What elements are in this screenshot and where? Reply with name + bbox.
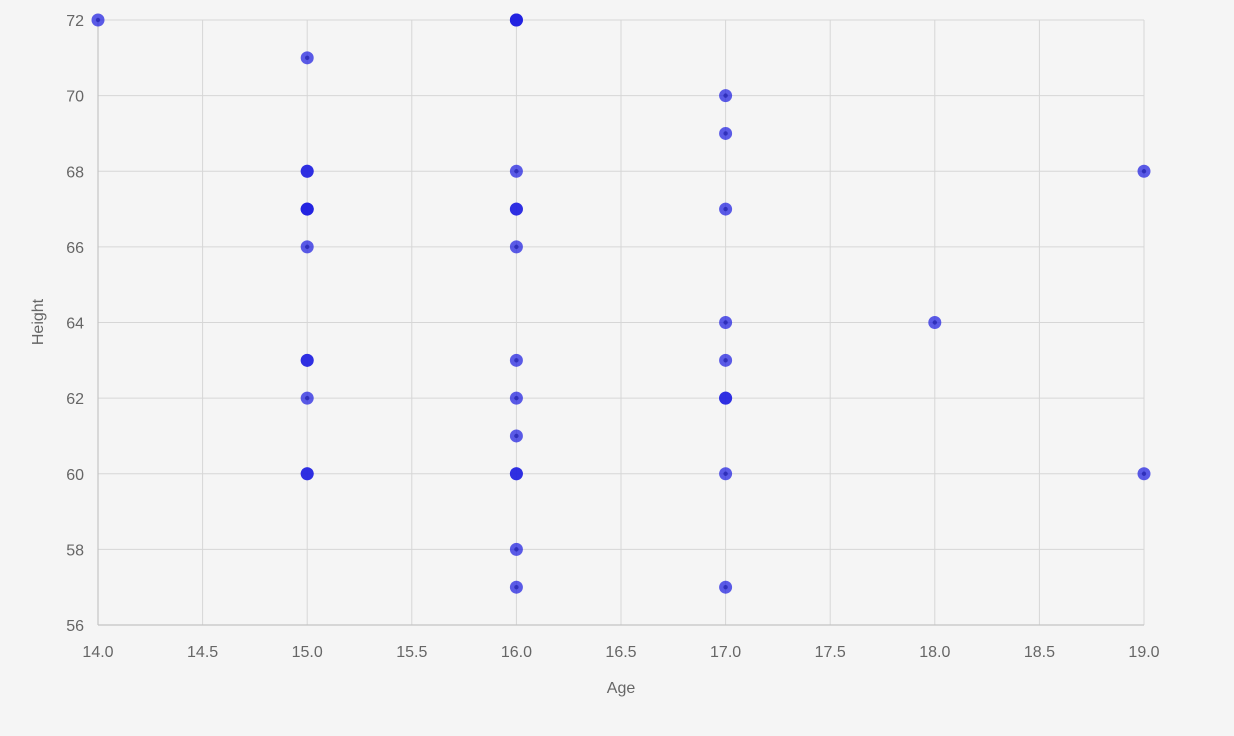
y-tick-label: 68 [66,164,84,181]
data-point [509,542,523,556]
data-point [300,51,314,65]
data-point [300,164,314,178]
point-marker [719,391,733,405]
point-center [723,93,728,98]
point-marker [509,202,523,216]
point-center [305,395,310,401]
point-center [723,584,728,590]
data-point [719,580,733,594]
data-point [300,202,314,216]
data-point [91,13,105,27]
data-point [300,467,314,481]
y-tick-label: 66 [66,240,84,257]
x-tick-labels: 14.0 14.5 15.0 15.5 16.0 16.5 17.0 17.5 18.0 18.5… [82,644,1159,661]
data-point [1137,467,1151,481]
data-point [509,164,523,178]
x-axis-title: Age [607,680,636,697]
y-tick-label: 62 [66,391,84,408]
data-point [509,353,523,367]
axes [97,20,1144,626]
x-tick-label: 16.5 [605,644,636,661]
x-tick-label: 17.5 [815,644,846,661]
x-tick-label: 18.0 [919,644,950,661]
point-marker [509,13,523,27]
data-point [509,429,523,443]
y-tick-label: 64 [66,316,84,333]
data-points [91,13,1151,594]
data-point [719,353,733,367]
data-point [719,202,733,216]
data-point [509,13,523,27]
point-center [514,433,519,439]
point-center [514,244,519,250]
x-tick-label: 15.0 [292,644,323,661]
x-tick-label: 18.5 [1024,644,1055,661]
point-center [514,358,519,363]
point-center [723,131,728,136]
point-center [723,358,728,363]
point-center [514,169,519,174]
data-point [509,240,523,254]
point-center [932,320,937,325]
point-marker [300,164,314,178]
point-center [514,395,519,401]
data-point [719,391,733,405]
y-tick-labels: 56 58 60 62 64 66 68 70 72 [66,13,84,635]
point-center [514,547,519,552]
data-point [719,467,733,481]
point-center [723,320,728,325]
point-center [723,206,728,212]
y-tick-label: 70 [66,89,84,106]
y-tick-label: 72 [66,13,84,30]
data-point [928,316,942,329]
point-marker [300,202,314,216]
y-tick-label: 58 [66,542,84,559]
grid [97,19,1145,626]
data-point [1137,164,1151,178]
data-point [719,316,733,329]
point-marker [300,467,314,481]
point-center [723,471,728,476]
point-marker [509,467,523,481]
x-tick-label: 17.0 [710,644,741,661]
y-tick-label: 60 [66,467,84,484]
x-tick-label: 19.0 [1128,644,1159,661]
data-point [509,580,523,594]
x-tick-label: 15.5 [396,644,427,661]
data-point [300,353,314,367]
point-center [95,17,101,23]
point-center [305,55,310,61]
data-point [719,126,733,140]
data-point [300,240,314,254]
x-tick-label: 14.5 [187,644,218,661]
point-center [1141,169,1147,174]
data-point [509,391,523,405]
data-point [509,467,523,481]
x-tick-label: 16.0 [501,644,532,661]
data-point [719,89,733,103]
point-center [1141,471,1147,476]
point-marker [300,353,314,367]
point-center [305,244,310,250]
point-center [514,584,519,590]
data-point [509,202,523,216]
y-tick-label: 56 [66,618,84,635]
data-point [300,391,314,405]
x-tick-label: 14.0 [82,644,113,661]
y-axis-title: Height [30,298,47,345]
